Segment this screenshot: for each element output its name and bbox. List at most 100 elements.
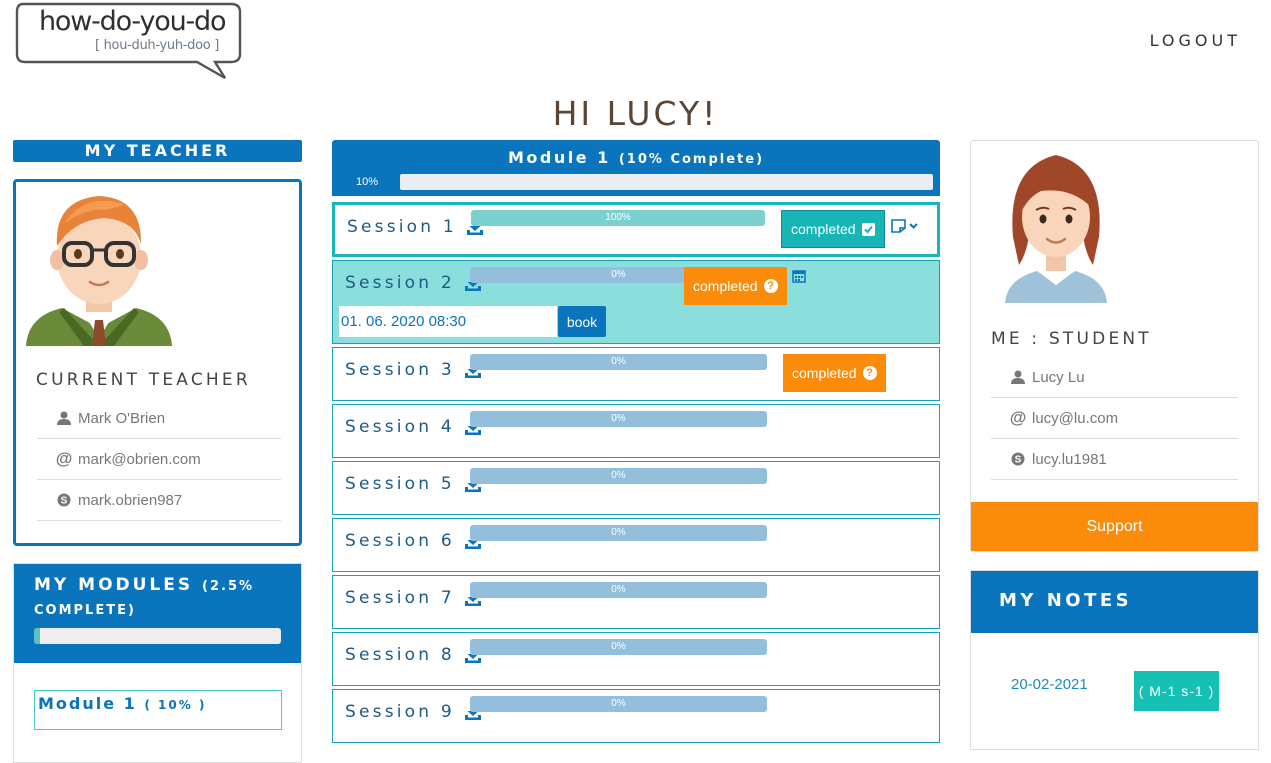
logo[interactable]: how-do-you-do [ hou-duh-yuh-doo ] bbox=[15, 2, 243, 82]
module-progress-remaining bbox=[400, 174, 933, 190]
question-circle-icon: ? bbox=[763, 279, 778, 293]
module-progress-fill: 10% bbox=[344, 174, 400, 190]
session-name: Session 9 bbox=[345, 702, 481, 722]
session-label: Session 2 bbox=[345, 273, 455, 293]
at-sign-icon: @ bbox=[55, 449, 73, 468]
teacher-card: CURRENT TEACHER Mark O'Brien @ mark@obri… bbox=[13, 179, 302, 546]
note-tag[interactable]: ( M-1 s-1 ) bbox=[1134, 671, 1219, 711]
teacher-email-row: @ mark@obrien.com bbox=[37, 439, 281, 480]
support-button[interactable]: Support bbox=[971, 502, 1258, 551]
teacher-skype: mark.obrien987 bbox=[78, 491, 183, 509]
teacher-info-list: Mark O'Brien @ mark@obrien.com S mark.ob… bbox=[37, 398, 281, 521]
session-label: Session 5 bbox=[345, 474, 455, 494]
session-label: Session 7 bbox=[345, 588, 455, 608]
session-name: Session 4 bbox=[345, 417, 481, 437]
student-card: ME : STUDENT Lucy Lu @ lucy@lu.com S luc… bbox=[970, 140, 1259, 552]
right-column: ME : STUDENT Lucy Lu @ lucy@lu.com S luc… bbox=[970, 140, 1259, 750]
user-icon bbox=[1010, 370, 1026, 384]
calendar-icon[interactable] bbox=[792, 269, 806, 288]
note-date[interactable]: 20-02-2021 bbox=[1011, 676, 1088, 693]
skype-icon: S bbox=[56, 493, 72, 507]
session-name: Session 7 bbox=[345, 588, 481, 608]
teacher-avatar bbox=[26, 196, 172, 346]
session-label: Session 1 bbox=[347, 217, 457, 237]
session-label: Session 8 bbox=[345, 645, 455, 665]
session-name: Session 5 bbox=[345, 474, 481, 494]
session-progress-bar: 0% bbox=[470, 411, 767, 427]
my-modules-complete: (2.5% COMPLETE) bbox=[34, 579, 255, 618]
left-column: MY TEACHER CURRENT TEACHER bbox=[13, 140, 302, 763]
student-avatar bbox=[1005, 155, 1107, 303]
session-progress-bar: 0% bbox=[470, 696, 767, 712]
teacher-name: Mark O'Brien bbox=[78, 409, 166, 427]
module-item-percent: ( 10% ) bbox=[144, 698, 207, 712]
session-row: Session 8 0% bbox=[332, 632, 940, 686]
session-name: Session 8 bbox=[345, 645, 481, 665]
session-row: Session 3 0% completed? bbox=[332, 347, 940, 401]
session-progress-bar: 100% bbox=[471, 210, 765, 226]
user-icon bbox=[56, 411, 72, 425]
student-email-row: @ lucy@lu.com bbox=[991, 398, 1238, 439]
teacher-email[interactable]: mark@obrien.com bbox=[78, 450, 201, 468]
my-notes-title: MY NOTES bbox=[971, 571, 1258, 633]
session-label: Session 4 bbox=[345, 417, 455, 437]
current-teacher-title: CURRENT TEACHER bbox=[36, 370, 251, 390]
page-greeting: HI LUCY! bbox=[552, 94, 719, 133]
svg-text:S: S bbox=[1015, 455, 1022, 466]
session-row: Session 1 100% completed bbox=[332, 202, 940, 257]
module-title: Module 1 (10% Complete) bbox=[332, 140, 940, 167]
session-status-label: completed bbox=[792, 365, 857, 381]
session-name: Session 1 bbox=[347, 217, 483, 237]
student-name-row: Lucy Lu bbox=[991, 357, 1238, 398]
logo-title: how-do-you-do bbox=[39, 6, 226, 37]
session-status-button[interactable]: completed bbox=[781, 210, 885, 248]
my-modules-header: MY MODULES (2.5% COMPLETE) bbox=[14, 564, 301, 663]
logout-link[interactable]: LOGOUT bbox=[1149, 31, 1241, 50]
my-modules-card: MY MODULES (2.5% COMPLETE) Module 1 ( 10… bbox=[13, 563, 302, 763]
session-row: Session 5 0% bbox=[332, 461, 940, 515]
module-item-label: Module 1 ( 10% ) bbox=[38, 694, 278, 713]
question-circle-icon: ? bbox=[862, 366, 877, 380]
module-item-name: Module 1 bbox=[38, 694, 137, 713]
module-title-text: Module 1 bbox=[507, 148, 611, 167]
my-modules-progress-fill bbox=[34, 628, 41, 644]
session-row: Session 6 0% bbox=[332, 518, 940, 572]
session-row: Session 7 0% bbox=[332, 575, 940, 629]
session-row: Session 2 0% completed? 01. 06. 2020 08:30 b… bbox=[332, 260, 940, 344]
teacher-skype-row: S mark.obrien987 bbox=[37, 480, 281, 521]
logo-subtitle: [ hou-duh-yuh-doo ] bbox=[95, 38, 220, 53]
session-progress-bar: 0% bbox=[470, 468, 767, 484]
session-progress-bar: 0% bbox=[470, 582, 767, 598]
session-label: Session 3 bbox=[345, 360, 455, 380]
session-row: Session 4 0% bbox=[332, 404, 940, 458]
note-dropdown-icon[interactable] bbox=[891, 219, 918, 233]
session-label: Session 9 bbox=[345, 702, 455, 722]
module-header: Module 1 (10% Complete) 10% bbox=[332, 140, 940, 196]
module-progress-bar: 10% bbox=[344, 174, 933, 190]
session-progress-bar: 0% bbox=[470, 639, 767, 655]
at-sign-icon: @ bbox=[1009, 408, 1027, 427]
my-modules-title: MY MODULES (2.5% COMPLETE) bbox=[34, 574, 281, 622]
session-label: Session 6 bbox=[345, 531, 455, 551]
session-progress-bar: 0% bbox=[470, 354, 767, 370]
booking-date-field[interactable]: 01. 06. 2020 08:30 bbox=[339, 306, 557, 337]
session-list: Session 1 100% completed Session 2 0% complet… bbox=[332, 202, 940, 743]
session-status-label: completed bbox=[791, 221, 856, 237]
session-status-button[interactable]: completed? bbox=[783, 354, 886, 392]
my-teacher-heading: MY TEACHER bbox=[13, 140, 302, 162]
session-progress-bar: 0% bbox=[470, 525, 767, 541]
module-complete-text: (10% Complete) bbox=[618, 152, 765, 167]
speech-bubble-logo-shape bbox=[15, 2, 242, 80]
session-status-label: completed bbox=[693, 278, 758, 294]
student-skype-row: S lucy.lu1981 bbox=[991, 439, 1238, 480]
student-email[interactable]: lucy@lu.com bbox=[1032, 409, 1119, 427]
session-status-button[interactable]: completed? bbox=[684, 267, 787, 305]
book-button[interactable]: book bbox=[558, 306, 606, 337]
module-list-item[interactable]: Module 1 ( 10% ) bbox=[34, 690, 282, 730]
my-modules-progress bbox=[34, 628, 281, 644]
center-column: Module 1 (10% Complete) 10% Session 1 100… bbox=[332, 140, 940, 743]
checkbox-checked-icon bbox=[861, 222, 875, 236]
student-title: ME : STUDENT bbox=[991, 329, 1152, 349]
student-skype: lucy.lu1981 bbox=[1032, 450, 1107, 468]
session-row: Session 9 0% bbox=[332, 689, 940, 743]
